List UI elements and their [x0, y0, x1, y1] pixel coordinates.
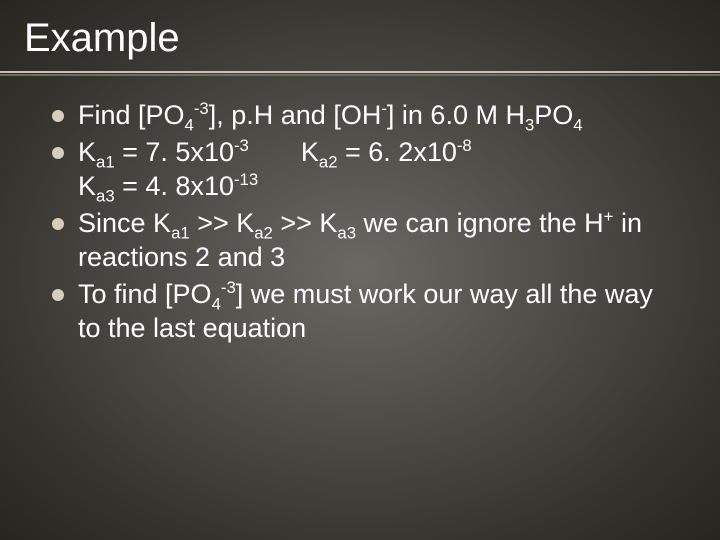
rule-top: [0, 71, 720, 73]
content-area: Find [PO4-3], p.H and [OH-] in 6.0 M H3P…: [0, 76, 720, 346]
title-area: Example: [0, 0, 720, 65]
bullet-item: Find [PO4-3], p.H and [OH-] in 6.0 M H3P…: [52, 98, 680, 133]
bullet-list: Find [PO4-3], p.H and [OH-] in 6.0 M H3P…: [52, 98, 680, 346]
page-title: Example: [24, 16, 720, 61]
slide: Example Find [PO4-3], p.H and [OH-] in 6…: [0, 0, 720, 540]
bullet-item: To find [PO4-3] we must work our way all…: [52, 277, 680, 346]
bullet-item: Ka1 = 7. 5x10-3Ka2 = 6. 2x10-8Ka3 = 4. 8…: [52, 135, 680, 204]
bullet-item: Since Ka1 >> Ka2 >> Ka3 we can ignore th…: [52, 206, 680, 275]
